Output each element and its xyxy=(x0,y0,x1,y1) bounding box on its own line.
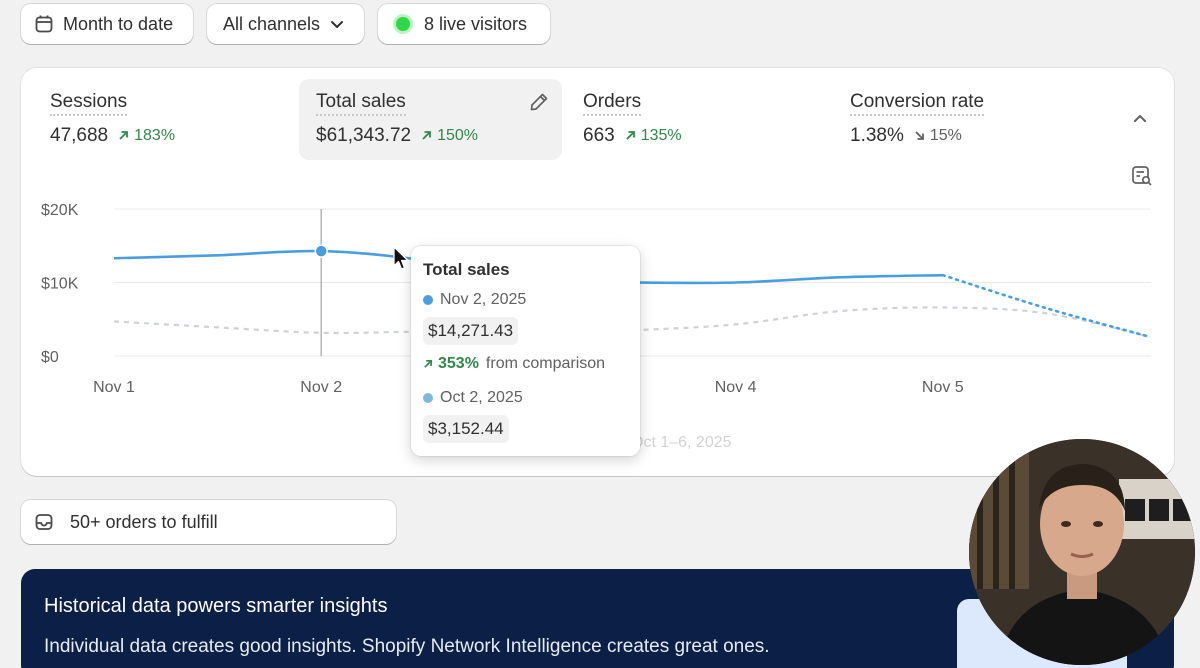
chart-config-icon[interactable] xyxy=(1131,165,1153,187)
tooltip-change: 353% from comparison xyxy=(423,355,628,373)
calendar-icon xyxy=(35,15,53,33)
metric-title: Conversion rate xyxy=(850,91,985,116)
date-range-label: Month to date xyxy=(63,13,174,34)
metric-change: 150% xyxy=(421,127,478,145)
metric-title: Orders xyxy=(583,91,642,116)
tooltip-current-date: Nov 2, 2025 xyxy=(440,291,527,308)
metric-change: 135% xyxy=(625,127,682,145)
metric-value: 1.38% xyxy=(850,125,904,146)
arrow-up-right-icon xyxy=(119,131,129,140)
x-tick-label: Nov 1 xyxy=(93,379,135,396)
metric-change: 183% xyxy=(118,127,175,145)
metric-change-value: 135% xyxy=(640,126,682,144)
mouse-cursor-icon xyxy=(393,246,409,270)
current-series-swatch xyxy=(423,295,433,305)
metric-change-value: 15% xyxy=(929,126,962,144)
channels-label: All channels xyxy=(223,13,321,34)
chart-tooltip: Total sales Nov 2, 2025 $14,271.43 353% … xyxy=(411,246,640,456)
tooltip-comparison-date: Oct 2, 2025 xyxy=(440,389,523,406)
metric-sessions[interactable]: Sessions 47,688 183% xyxy=(33,79,283,160)
orders-to-fulfill-button[interactable]: 50+ orders to fulfill xyxy=(21,500,396,544)
sales-chart: $0 $10K $20K Nov 1 Nov 2 Nov 4 Nov 5 Oct 1–6, 2… xyxy=(41,202,1152,451)
highlight-point xyxy=(314,244,328,258)
orders-to-fulfill-label: 50+ orders to fulfill xyxy=(70,511,218,532)
live-visitors-label: 8 live visitors xyxy=(424,13,528,34)
metric-conversion-rate[interactable]: Conversion rate 1.38% 15% xyxy=(833,79,1083,160)
metric-title: Sessions xyxy=(50,91,128,116)
y-tick-label: $20K xyxy=(41,202,79,219)
x-tick-label: Nov 4 xyxy=(715,379,757,396)
legend-label: Oct 1–6, 2025 xyxy=(631,434,732,451)
channels-select[interactable]: All channels xyxy=(207,4,364,44)
current-series-projection xyxy=(941,273,1152,339)
tooltip-change-text: from comparison xyxy=(485,355,606,372)
metric-total-sales[interactable]: Total sales $61,343.72 150% xyxy=(299,79,562,160)
y-tick-label: $10K xyxy=(41,276,79,293)
live-visitors-button[interactable]: 8 live visitors xyxy=(378,4,550,44)
x-tick-label: Nov 2 xyxy=(300,379,342,396)
arrow-up-right-icon xyxy=(626,131,635,140)
metric-value: $61,343.72 xyxy=(316,125,412,146)
edit-icon[interactable] xyxy=(529,92,549,112)
banner-title: Historical data powers smarter insights xyxy=(44,595,388,617)
x-tick-label: Nov 5 xyxy=(922,379,964,396)
comparison-series-line xyxy=(113,306,1151,338)
chevron-up-icon[interactable] xyxy=(1131,110,1149,128)
arrow-up-right-icon xyxy=(424,359,433,368)
arrow-down-right-icon xyxy=(915,131,924,140)
chevron-down-icon xyxy=(331,21,344,28)
live-dot-icon xyxy=(396,17,410,31)
presenter-video xyxy=(969,439,1195,665)
metric-title: Total sales xyxy=(316,91,406,116)
inbox-icon xyxy=(35,514,53,530)
y-tick-label: $0 xyxy=(41,349,59,366)
arrow-up-right-icon xyxy=(422,131,431,140)
banner-text: Individual data creates good insights. S… xyxy=(44,636,770,657)
tooltip-current-value: $14,271.43 xyxy=(423,317,519,345)
tooltip-title: Total sales xyxy=(423,260,510,279)
webcam-overlay xyxy=(969,439,1195,665)
metric-change-value: 150% xyxy=(437,126,479,144)
date-range-button[interactable]: Month to date xyxy=(21,4,193,44)
metric-change: 15% xyxy=(914,127,962,145)
comparison-series-swatch xyxy=(423,393,433,403)
metric-value: 663 xyxy=(583,125,615,146)
tooltip-comparison-value: $3,152.44 xyxy=(423,415,509,443)
metric-orders[interactable]: Orders 663 135% xyxy=(566,79,816,160)
tooltip-change-pct: 353% xyxy=(438,355,479,372)
metric-value: 47,688 xyxy=(50,125,109,146)
metric-change-value: 183% xyxy=(134,126,176,144)
